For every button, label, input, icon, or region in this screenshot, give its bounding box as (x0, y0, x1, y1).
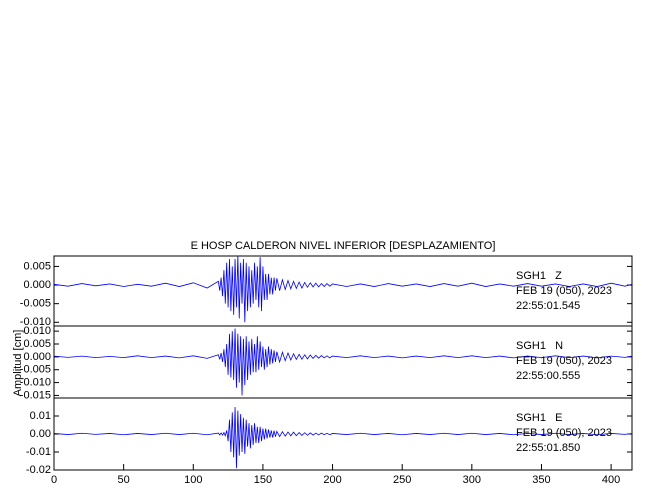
x-tick-label: 200 (323, 474, 341, 486)
y-tick-label: -0.02 (26, 464, 51, 476)
y-tick-label: -0.005 (20, 364, 51, 376)
annotation: SGH1 N (516, 340, 563, 352)
x-tick-label: 250 (393, 474, 411, 486)
y-tick-label: 0.005 (23, 260, 51, 272)
annotation: SGH1 E (516, 412, 562, 424)
waveform (54, 256, 632, 323)
y-tick-label: -0.015 (20, 389, 51, 401)
annotation: 22:55:01.850 (516, 442, 580, 454)
y-tick-label: 0.000 (23, 279, 51, 291)
y-axis-label: Amplitud [cm] (12, 330, 24, 397)
annotation: FEB 19 (050), 2023 (516, 355, 612, 367)
annotation: FEB 19 (050), 2023 (516, 427, 612, 439)
chart-title: E HOSP CALDERON NIVEL INFERIOR [DESPLAZA… (191, 240, 496, 252)
x-tick-label: 400 (602, 474, 620, 486)
x-tick-label: 300 (463, 474, 481, 486)
y-tick-label: -0.010 (20, 376, 51, 388)
x-tick-label: 350 (532, 474, 550, 486)
annotation: 22:55:00.555 (516, 370, 580, 382)
y-tick-label: -0.01 (26, 446, 51, 458)
y-tick-label: 0.005 (23, 338, 51, 350)
annotation: 22:55:01.545 (516, 300, 580, 312)
y-tick-label: -0.005 (20, 298, 51, 310)
x-tick-label: 150 (254, 474, 272, 486)
y-tick-label: 0.00 (30, 428, 51, 440)
x-tick-label: 100 (184, 474, 202, 486)
y-tick-label: -0.010 (20, 316, 51, 328)
y-tick-label: 0.01 (30, 410, 51, 422)
waveform (54, 328, 632, 396)
annotation: FEB 19 (050), 2023 (516, 285, 612, 297)
annotation: SGH1 Z (516, 270, 562, 282)
x-tick-label: 0 (51, 474, 57, 486)
y-tick-label: 0.010 (23, 325, 51, 337)
waveform (54, 406, 632, 469)
x-tick-label: 50 (118, 474, 130, 486)
y-tick-label: 0.000 (23, 351, 51, 363)
